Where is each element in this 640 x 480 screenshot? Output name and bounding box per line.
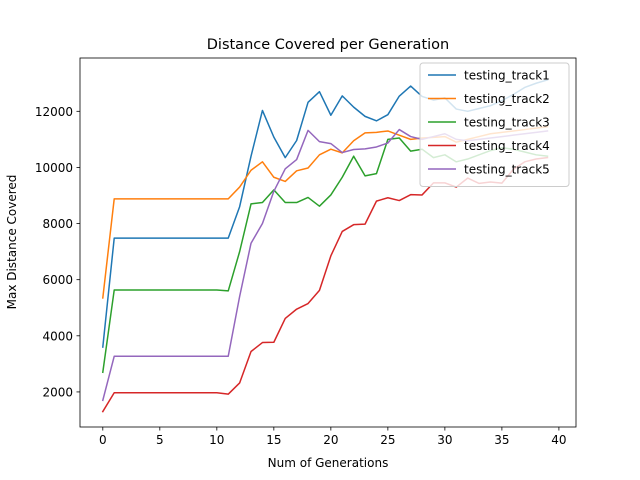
axes-frame	[79, 57, 577, 428]
x-tick-label: 25	[380, 433, 395, 447]
x-tick-label: 5	[156, 433, 164, 447]
x-tick-label: 30	[437, 433, 452, 447]
x-tick-label: 10	[209, 433, 224, 447]
legend-label-2: testing_track2	[464, 92, 550, 106]
x-tick-label: 40	[551, 433, 566, 447]
x-axis-label: Num of Generations	[268, 456, 389, 470]
legend-box	[419, 62, 570, 187]
y-tick-label: 10000	[35, 161, 73, 175]
y-axis-label: Max Distance Covered	[5, 175, 19, 310]
y-tick-label: 2000	[42, 385, 73, 399]
y-tick-label: 12000	[35, 105, 73, 119]
legend-label-4: testing_track4	[464, 139, 550, 153]
y-tick-label: 6000	[42, 273, 73, 287]
x-tick-label: 0	[99, 433, 107, 447]
axes: 0 5 10 15 20 25 30 35 40 2000 4000 6000 8000 10000 120…	[35, 57, 577, 447]
x-tick-label: 35	[494, 433, 509, 447]
legend: testing_track1 testing_track2 testing_trac…	[419, 62, 570, 187]
chart-title: Distance Covered per Generation	[207, 37, 449, 53]
legend-label-1: testing_track1	[464, 69, 550, 83]
x-tick-label: 20	[323, 433, 338, 447]
y-tick-label: 4000	[42, 329, 73, 343]
legend-label-3: testing_track3	[464, 116, 550, 130]
legend-label-5: testing_track5	[464, 163, 550, 177]
y-tick-label: 8000	[42, 217, 73, 231]
x-tick-label: 15	[266, 433, 281, 447]
